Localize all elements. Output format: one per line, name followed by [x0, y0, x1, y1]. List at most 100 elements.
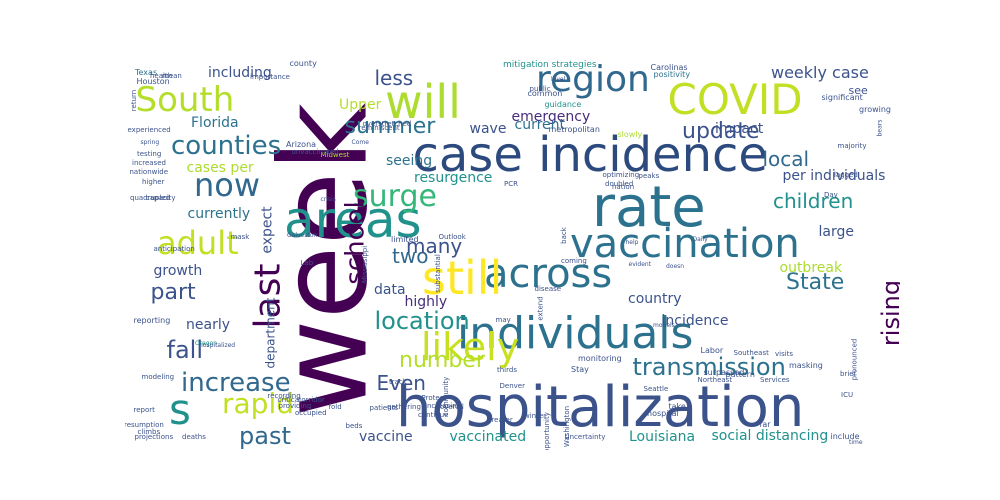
word-track: track [389, 377, 407, 386]
word-slowly: slowly [617, 130, 643, 139]
word-nearly: nearly [186, 317, 230, 333]
word-lagged: lagged [834, 170, 858, 179]
word-counties: counties [171, 131, 282, 161]
word-visits: visits [775, 349, 794, 358]
word-stay: Stay [571, 365, 589, 374]
word-level: level [551, 76, 566, 83]
word-fall: fall [166, 336, 204, 364]
word-expect: expect [259, 206, 276, 254]
word-washington: Washington [562, 405, 571, 447]
word-mississippi: Mississippi [360, 245, 369, 283]
word-mask: mask [230, 232, 250, 241]
word-less: less [374, 66, 414, 90]
word-limited: limited [391, 235, 419, 244]
word-hospitalization: hospitalization [396, 375, 805, 440]
word-see: see [848, 83, 868, 97]
word-rapid: rapid [222, 387, 294, 420]
word-rising: rising [877, 279, 900, 347]
word-carolinas: Carolinas [650, 63, 688, 72]
word-upper: Upper [339, 97, 382, 113]
word-include: include [830, 432, 860, 441]
word-spring: spring [140, 139, 160, 146]
word-department: department [263, 297, 277, 369]
word-coming: coming [561, 256, 587, 265]
word-peaks: peaks [638, 171, 660, 180]
word-brief: brief [840, 369, 857, 378]
word-case-incidence: case incidence [412, 127, 768, 183]
word-galveston: Galveston [287, 232, 318, 239]
word-significant: significant [821, 93, 863, 102]
word-country: country [628, 291, 682, 307]
word-likely: likely [421, 325, 520, 369]
word-arizona: Arizona [286, 140, 317, 149]
word-two: two [392, 244, 429, 268]
word-quadrupled: quadrupled [130, 193, 171, 202]
word-may: may [495, 315, 511, 324]
word-come: Come [351, 139, 369, 146]
word-help: help [625, 239, 639, 246]
word-part: part [150, 280, 196, 305]
word-doubled: doubled [605, 179, 634, 188]
word-weekly-case: weekly case [771, 63, 869, 82]
word-areas: areas [284, 191, 422, 249]
word-increase: increase [181, 368, 291, 398]
word-midwest: Midwest [320, 150, 350, 159]
word-positivity: positivity [653, 70, 691, 79]
word-social-distancing: social distancing [711, 428, 829, 444]
word-opportunity: opportunity [542, 411, 551, 450]
word-health: health [150, 71, 173, 80]
word-s: s [169, 385, 191, 434]
word-overall: overall [440, 402, 464, 411]
word-guidance: guidance [544, 100, 582, 109]
word-day: Day [824, 190, 838, 199]
word-monitoring: monitoring [578, 354, 622, 363]
word-hospital: hospital [647, 409, 679, 418]
word-data: data [374, 282, 406, 298]
word-louisiana: Louisiana [629, 429, 696, 445]
word-unvaccinated: unvaccinated [291, 147, 339, 156]
word-reporting: reporting [133, 316, 171, 325]
word-icu: ICU [841, 390, 854, 399]
word-northeast: Northeast [697, 375, 733, 384]
word-florida: Florida [191, 115, 239, 131]
word-transmission: transmission [632, 353, 786, 381]
word-patients: patients [369, 403, 399, 412]
word-public: public [529, 84, 551, 93]
word-outlook: Outlook [438, 232, 466, 241]
word-far: far [759, 420, 771, 429]
word-occupied: occupied [295, 408, 327, 417]
word-overstretched: overstretched [362, 119, 412, 128]
word-vaccinated: vaccinated [449, 429, 527, 445]
word-pattern: pattern [725, 370, 755, 379]
word-anticipation: anticipation [153, 244, 195, 253]
word-location: location [374, 307, 470, 335]
word-return: return [129, 89, 138, 111]
word-denver: Denver [499, 381, 525, 390]
word-increased: increased [132, 158, 166, 167]
word-resurgence: resurgence [414, 170, 493, 186]
word-surpassed: surpassed [703, 368, 745, 377]
word-even: Even [376, 371, 426, 395]
word-common: common [527, 89, 563, 98]
word-currently: currently [187, 206, 251, 222]
word-models: models [653, 322, 675, 329]
word-metropolitan: metropolitan [548, 125, 600, 134]
word-increasing: increasing [425, 401, 462, 410]
word-daily: Daily [692, 236, 708, 243]
word-covid: COVID [667, 75, 803, 124]
word-climbs: climbs [137, 427, 161, 436]
word-crisis: crisis [320, 196, 336, 203]
word-greater: greater [487, 415, 513, 424]
word-nationwide: nationwide [129, 167, 169, 176]
word-large: large [818, 224, 854, 240]
word-gathering: gathering [387, 402, 421, 411]
word-local: local [762, 147, 810, 171]
word-number: number [399, 348, 485, 373]
word-update: update [682, 119, 760, 144]
word-adult: adult [157, 224, 239, 262]
word-continue: continue [418, 410, 449, 419]
word-extend: extend [536, 295, 545, 321]
word-uncertainty: Uncertainty [564, 432, 606, 441]
word-texas: Texas [135, 68, 158, 77]
word-surge: surge [353, 179, 437, 214]
